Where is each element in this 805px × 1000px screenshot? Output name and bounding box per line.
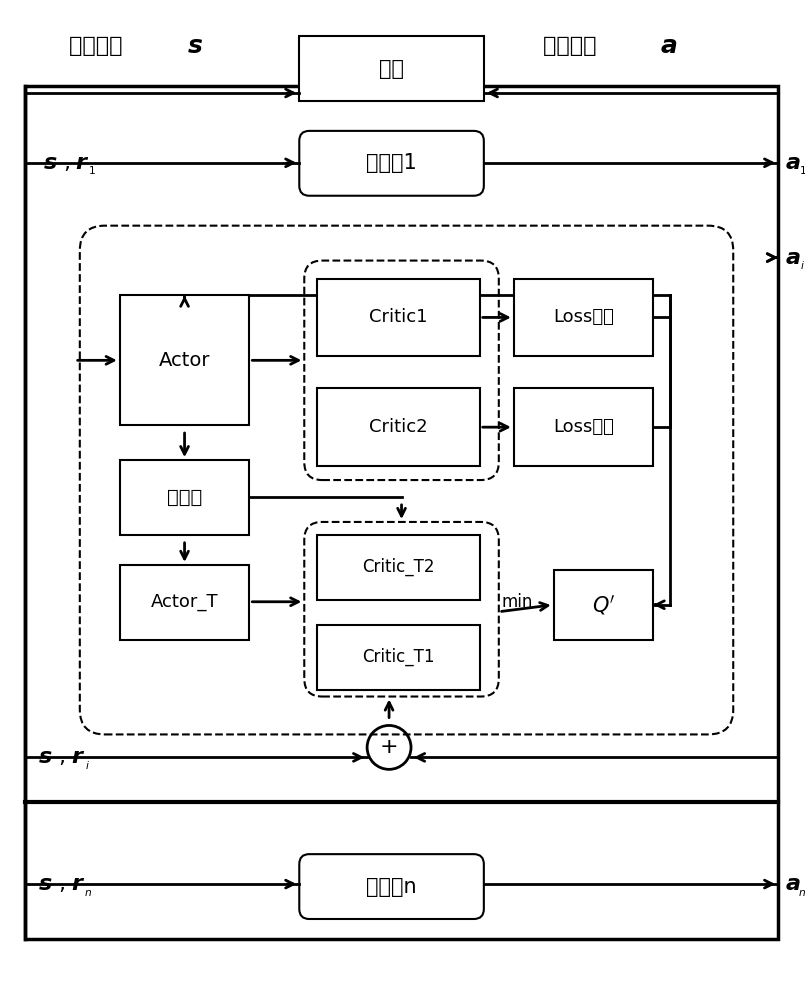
Bar [120,295,250,425]
Text: $\boldsymbol{s}$: $\boldsymbol{s}$ [38,747,52,767]
Text: $\boldsymbol{s}$: $\boldsymbol{s}$ [43,153,57,173]
Text: Actor_T: Actor_T [151,593,218,611]
Text: $\boldsymbol{a}$: $\boldsymbol{a}$ [786,874,801,894]
Bar [554,570,654,640]
Bar [299,36,484,101]
Text: $_i$: $_i$ [799,257,805,272]
Text: $\boldsymbol{a}$: $\boldsymbol{a}$ [786,153,801,173]
Text: $_1$: $_1$ [88,162,96,177]
Text: Actor: Actor [159,351,210,370]
Text: $_n$: $_n$ [798,884,805,899]
Text: $\boldsymbol{s}$: $\boldsymbol{s}$ [38,874,52,894]
Bar [514,388,654,466]
Text: ,: , [58,747,65,767]
Text: Loss计算: Loss计算 [553,308,614,326]
Bar [317,388,480,466]
Text: 智能体n: 智能体n [366,877,417,897]
Text: 经验池: 经验池 [167,488,202,507]
FancyBboxPatch shape [299,131,484,196]
Bar [120,460,250,535]
Text: Loss计算: Loss计算 [553,418,614,436]
FancyBboxPatch shape [304,522,499,697]
Text: 联合动作: 联合动作 [543,36,604,56]
Text: ,: , [58,874,65,894]
Bar [25,86,778,939]
Text: $_1$: $_1$ [799,162,805,177]
FancyBboxPatch shape [304,261,499,480]
Text: Critic2: Critic2 [369,418,427,436]
Text: $Q'$: $Q'$ [592,593,616,617]
FancyBboxPatch shape [80,226,733,734]
Text: ,: , [64,153,70,173]
Bar [317,279,480,356]
Text: $\boldsymbol{r}$: $\boldsymbol{r}$ [71,874,85,894]
Text: min: min [502,593,533,611]
Bar [317,535,480,600]
Bar [120,565,250,640]
Text: $\boldsymbol{s}$: $\boldsymbol{s}$ [187,34,203,58]
FancyBboxPatch shape [299,854,484,919]
Text: $_i$: $_i$ [85,757,90,772]
Text: $\boldsymbol{r}$: $\boldsymbol{r}$ [71,747,85,767]
Text: +: + [380,737,398,757]
Text: $_n$: $_n$ [84,884,92,899]
Text: 环境: 环境 [379,59,404,79]
Bar [317,625,480,690]
Text: $\boldsymbol{r}$: $\boldsymbol{r}$ [75,153,89,173]
Text: Critic_T1: Critic_T1 [362,648,435,666]
Text: $\boldsymbol{a}$: $\boldsymbol{a}$ [660,34,677,58]
Text: Critic_T2: Critic_T2 [362,558,435,576]
Text: Critic1: Critic1 [369,308,427,326]
Bar [514,279,654,356]
Text: 智能体1: 智能体1 [366,153,417,173]
Text: $\boldsymbol{a}$: $\boldsymbol{a}$ [786,248,801,268]
Text: 联合状态: 联合状态 [69,36,130,56]
